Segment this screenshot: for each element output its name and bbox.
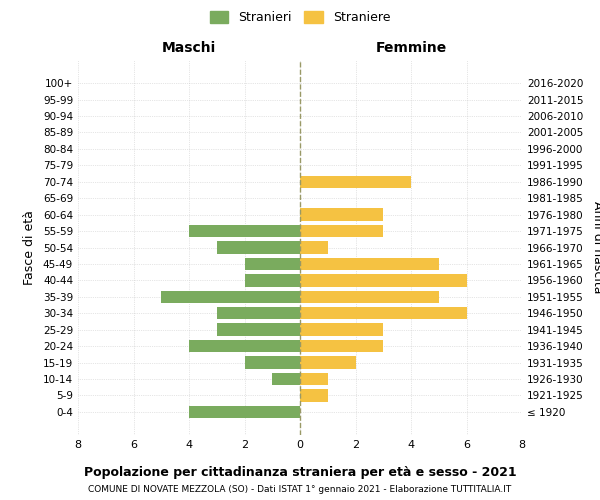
Bar <box>300 389 328 402</box>
Text: Popolazione per cittadinanza straniera per età e sesso - 2021: Popolazione per cittadinanza straniera p… <box>83 466 517 479</box>
Bar <box>161 290 300 303</box>
Bar <box>300 290 439 303</box>
Bar <box>300 176 411 188</box>
Legend: Stranieri, Straniere: Stranieri, Straniere <box>205 6 395 29</box>
Bar <box>300 274 467 286</box>
Bar <box>189 340 300 352</box>
Bar <box>300 258 439 270</box>
Bar <box>245 258 300 270</box>
Bar <box>300 225 383 237</box>
Bar <box>189 406 300 418</box>
Bar <box>245 356 300 368</box>
Text: COMUNE DI NOVATE MEZZOLA (SO) - Dati ISTAT 1° gennaio 2021 - Elaborazione TUTTIT: COMUNE DI NOVATE MEZZOLA (SO) - Dati IST… <box>88 484 512 494</box>
Bar <box>300 373 328 385</box>
Bar <box>300 307 467 320</box>
Bar <box>300 324 383 336</box>
Bar <box>217 242 300 254</box>
Bar <box>300 340 383 352</box>
Bar <box>217 324 300 336</box>
Bar <box>300 356 355 368</box>
Bar <box>245 274 300 286</box>
Bar <box>300 208 383 221</box>
Bar <box>217 307 300 320</box>
Bar <box>300 242 328 254</box>
Bar <box>189 225 300 237</box>
Y-axis label: Anni di nascita: Anni di nascita <box>590 201 600 294</box>
Bar <box>272 373 300 385</box>
Y-axis label: Fasce di età: Fasce di età <box>23 210 36 285</box>
